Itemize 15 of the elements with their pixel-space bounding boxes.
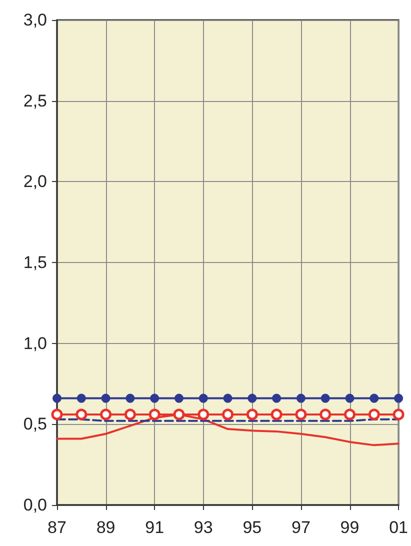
x-tick-label: 95	[242, 518, 262, 537]
x-tick-label: 99	[340, 518, 360, 537]
y-tick-label: 3,0	[23, 10, 47, 30]
y-tick-label: 0,0	[23, 496, 47, 514]
y-tick-label: 2,5	[23, 91, 47, 110]
x-tick-label: 91	[145, 518, 164, 537]
x-tick-label: 01	[389, 518, 408, 537]
y-tick-label: 0,5	[23, 414, 47, 434]
y-tick-label: 2,0	[23, 172, 47, 192]
x-tick-label: 97	[292, 518, 310, 537]
x-tick-label: 87	[48, 518, 66, 537]
x-tick-label: 93	[194, 518, 213, 537]
y-tick-label: 1,0	[23, 334, 47, 353]
y-tick-label: 1,5	[23, 253, 47, 272]
x-tick-label: 89	[96, 518, 116, 537]
